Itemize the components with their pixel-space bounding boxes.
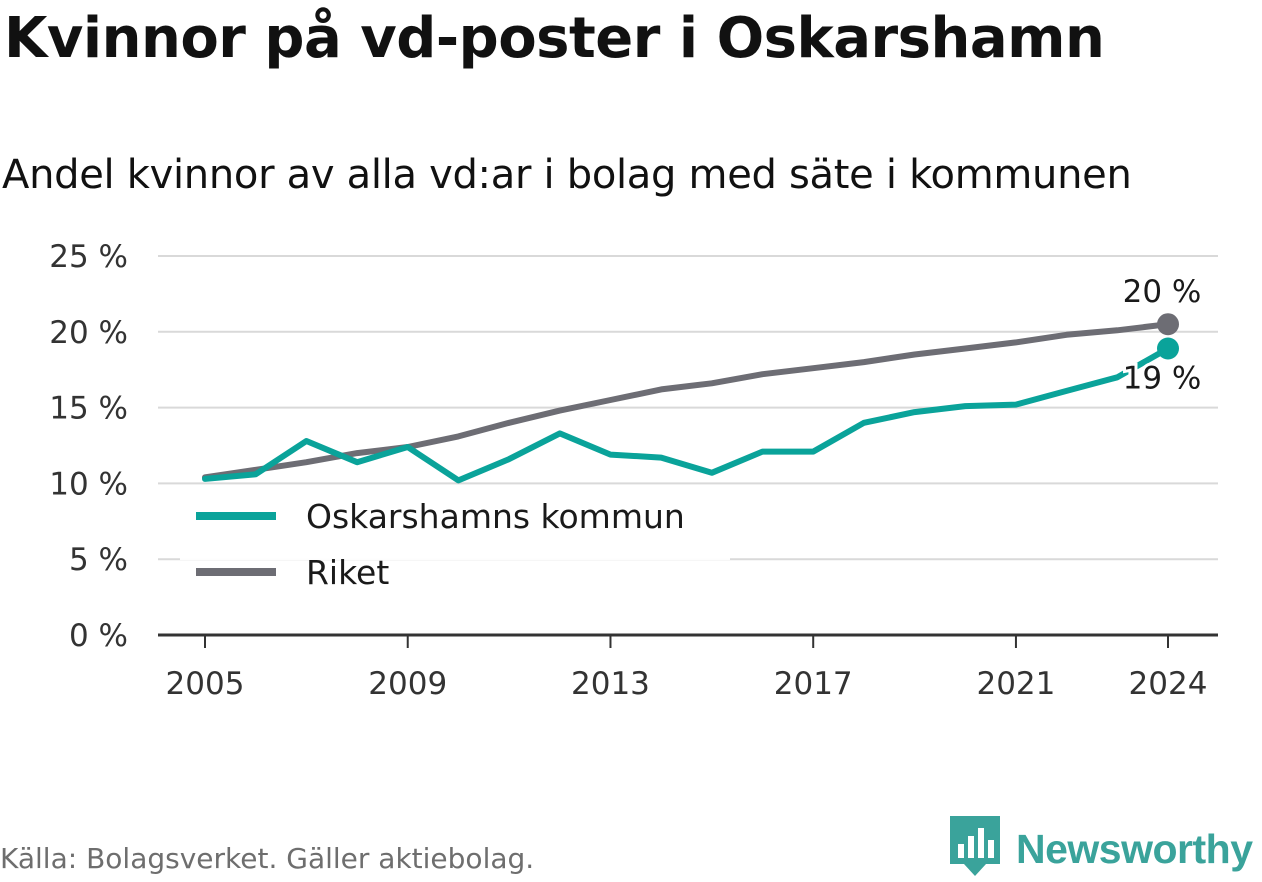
legend-label: Oskarshamns kommun [306, 497, 685, 536]
x-tick-label: 2009 [368, 666, 447, 702]
end-labels: 19 % 20 % [1120, 271, 1205, 399]
y-axis-tick-labels: 0 % 5 % 10 % 15 % 20 % 25 % [49, 239, 128, 654]
series-lines [202, 313, 1179, 484]
source-note: Källa: Bolagsverket. Gäller aktiebolag. [0, 842, 535, 875]
legend: Oskarshamns kommun Riket [180, 488, 730, 592]
series-end-label: 20 % [1123, 274, 1202, 310]
x-tick-label: 2013 [571, 666, 650, 702]
chart-subtitle: Andel kvinnor av alla vd:ar i bolag med … [2, 152, 1132, 198]
chart-title: Kvinnor på vd-poster i Oskarshamn [4, 6, 1105, 71]
x-tick-label: 2017 [774, 666, 853, 702]
line-chart: 0 %5 %10 %15 %20 %25 % 2005 2009 2013 2017 2… [49, 239, 1218, 702]
series-line [202, 321, 1171, 481]
x-axis: 2005 2009 2013 2017 2021 2024 [158, 633, 1218, 702]
legend-background [180, 488, 730, 560]
newsworthy-logo-icon [950, 816, 1000, 882]
series-end-point [1157, 337, 1179, 360]
series-line [202, 345, 1171, 484]
x-tick-label: 2024 [1129, 666, 1208, 702]
x-tick-label: 2021 [976, 666, 1055, 702]
brand-name: Newsworthy [1016, 825, 1253, 872]
brand: Newsworthy [950, 816, 1253, 882]
y-tick-label: 10 % [49, 466, 128, 502]
y-tick-label: 0 % [69, 618, 128, 654]
y-tick-label: 25 % [49, 239, 128, 275]
legend-label: Riket [306, 553, 389, 592]
series-end-point [1157, 313, 1179, 336]
y-tick-label: 5 % [69, 542, 128, 578]
y-tick-label: 20 % [49, 315, 128, 351]
series-end-label: 19 % [1123, 360, 1202, 396]
y-tick-label: 15 % [49, 391, 128, 427]
x-tick-label: 2005 [166, 666, 245, 702]
